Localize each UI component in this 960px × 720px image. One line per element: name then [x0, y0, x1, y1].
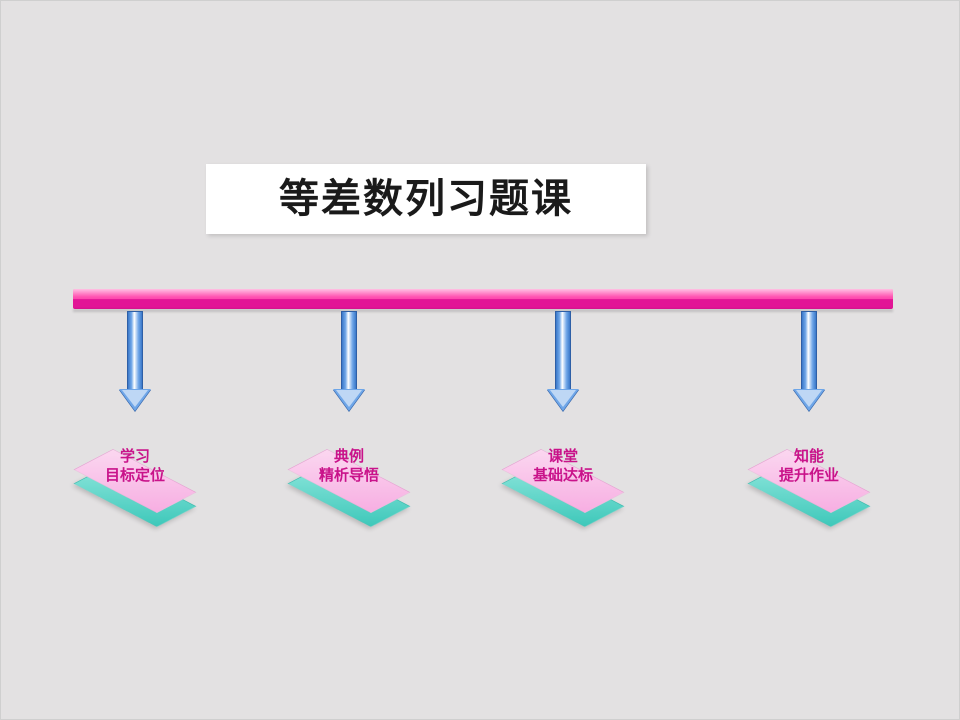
- nav-node-2[interactable]: 典例 精析导悟: [279, 431, 419, 531]
- down-arrow-2: [333, 311, 365, 411]
- node-label: 知能 提升作业: [739, 448, 879, 486]
- arrow-shaft: [555, 311, 571, 389]
- slide-title: 等差数列习题课: [206, 164, 646, 234]
- arrow-head-icon: [333, 389, 365, 411]
- node-label: 学习 目标定位: [65, 448, 205, 486]
- down-arrow-4: [793, 311, 825, 411]
- arrow-shaft: [341, 311, 357, 389]
- down-arrow-1: [119, 311, 151, 411]
- horizontal-bar: [73, 289, 893, 309]
- arrow-head-icon: [547, 389, 579, 411]
- nav-node-3[interactable]: 课堂 基础达标: [493, 431, 633, 531]
- arrow-head-icon: [119, 389, 151, 411]
- arrow-shaft: [127, 311, 143, 389]
- arrow-shaft: [801, 311, 817, 389]
- slide-canvas: 等差数列习题课 学习 目标定位 典例 精析导悟 课堂 基础达标 知能 提升作业: [0, 0, 960, 720]
- slide-title-text: 等差数列习题课: [279, 177, 573, 221]
- node-label: 典例 精析导悟: [279, 448, 419, 486]
- node-label: 课堂 基础达标: [493, 448, 633, 486]
- nav-node-4[interactable]: 知能 提升作业: [739, 431, 879, 531]
- down-arrow-3: [547, 311, 579, 411]
- arrow-head-icon: [793, 389, 825, 411]
- nav-node-1[interactable]: 学习 目标定位: [65, 431, 205, 531]
